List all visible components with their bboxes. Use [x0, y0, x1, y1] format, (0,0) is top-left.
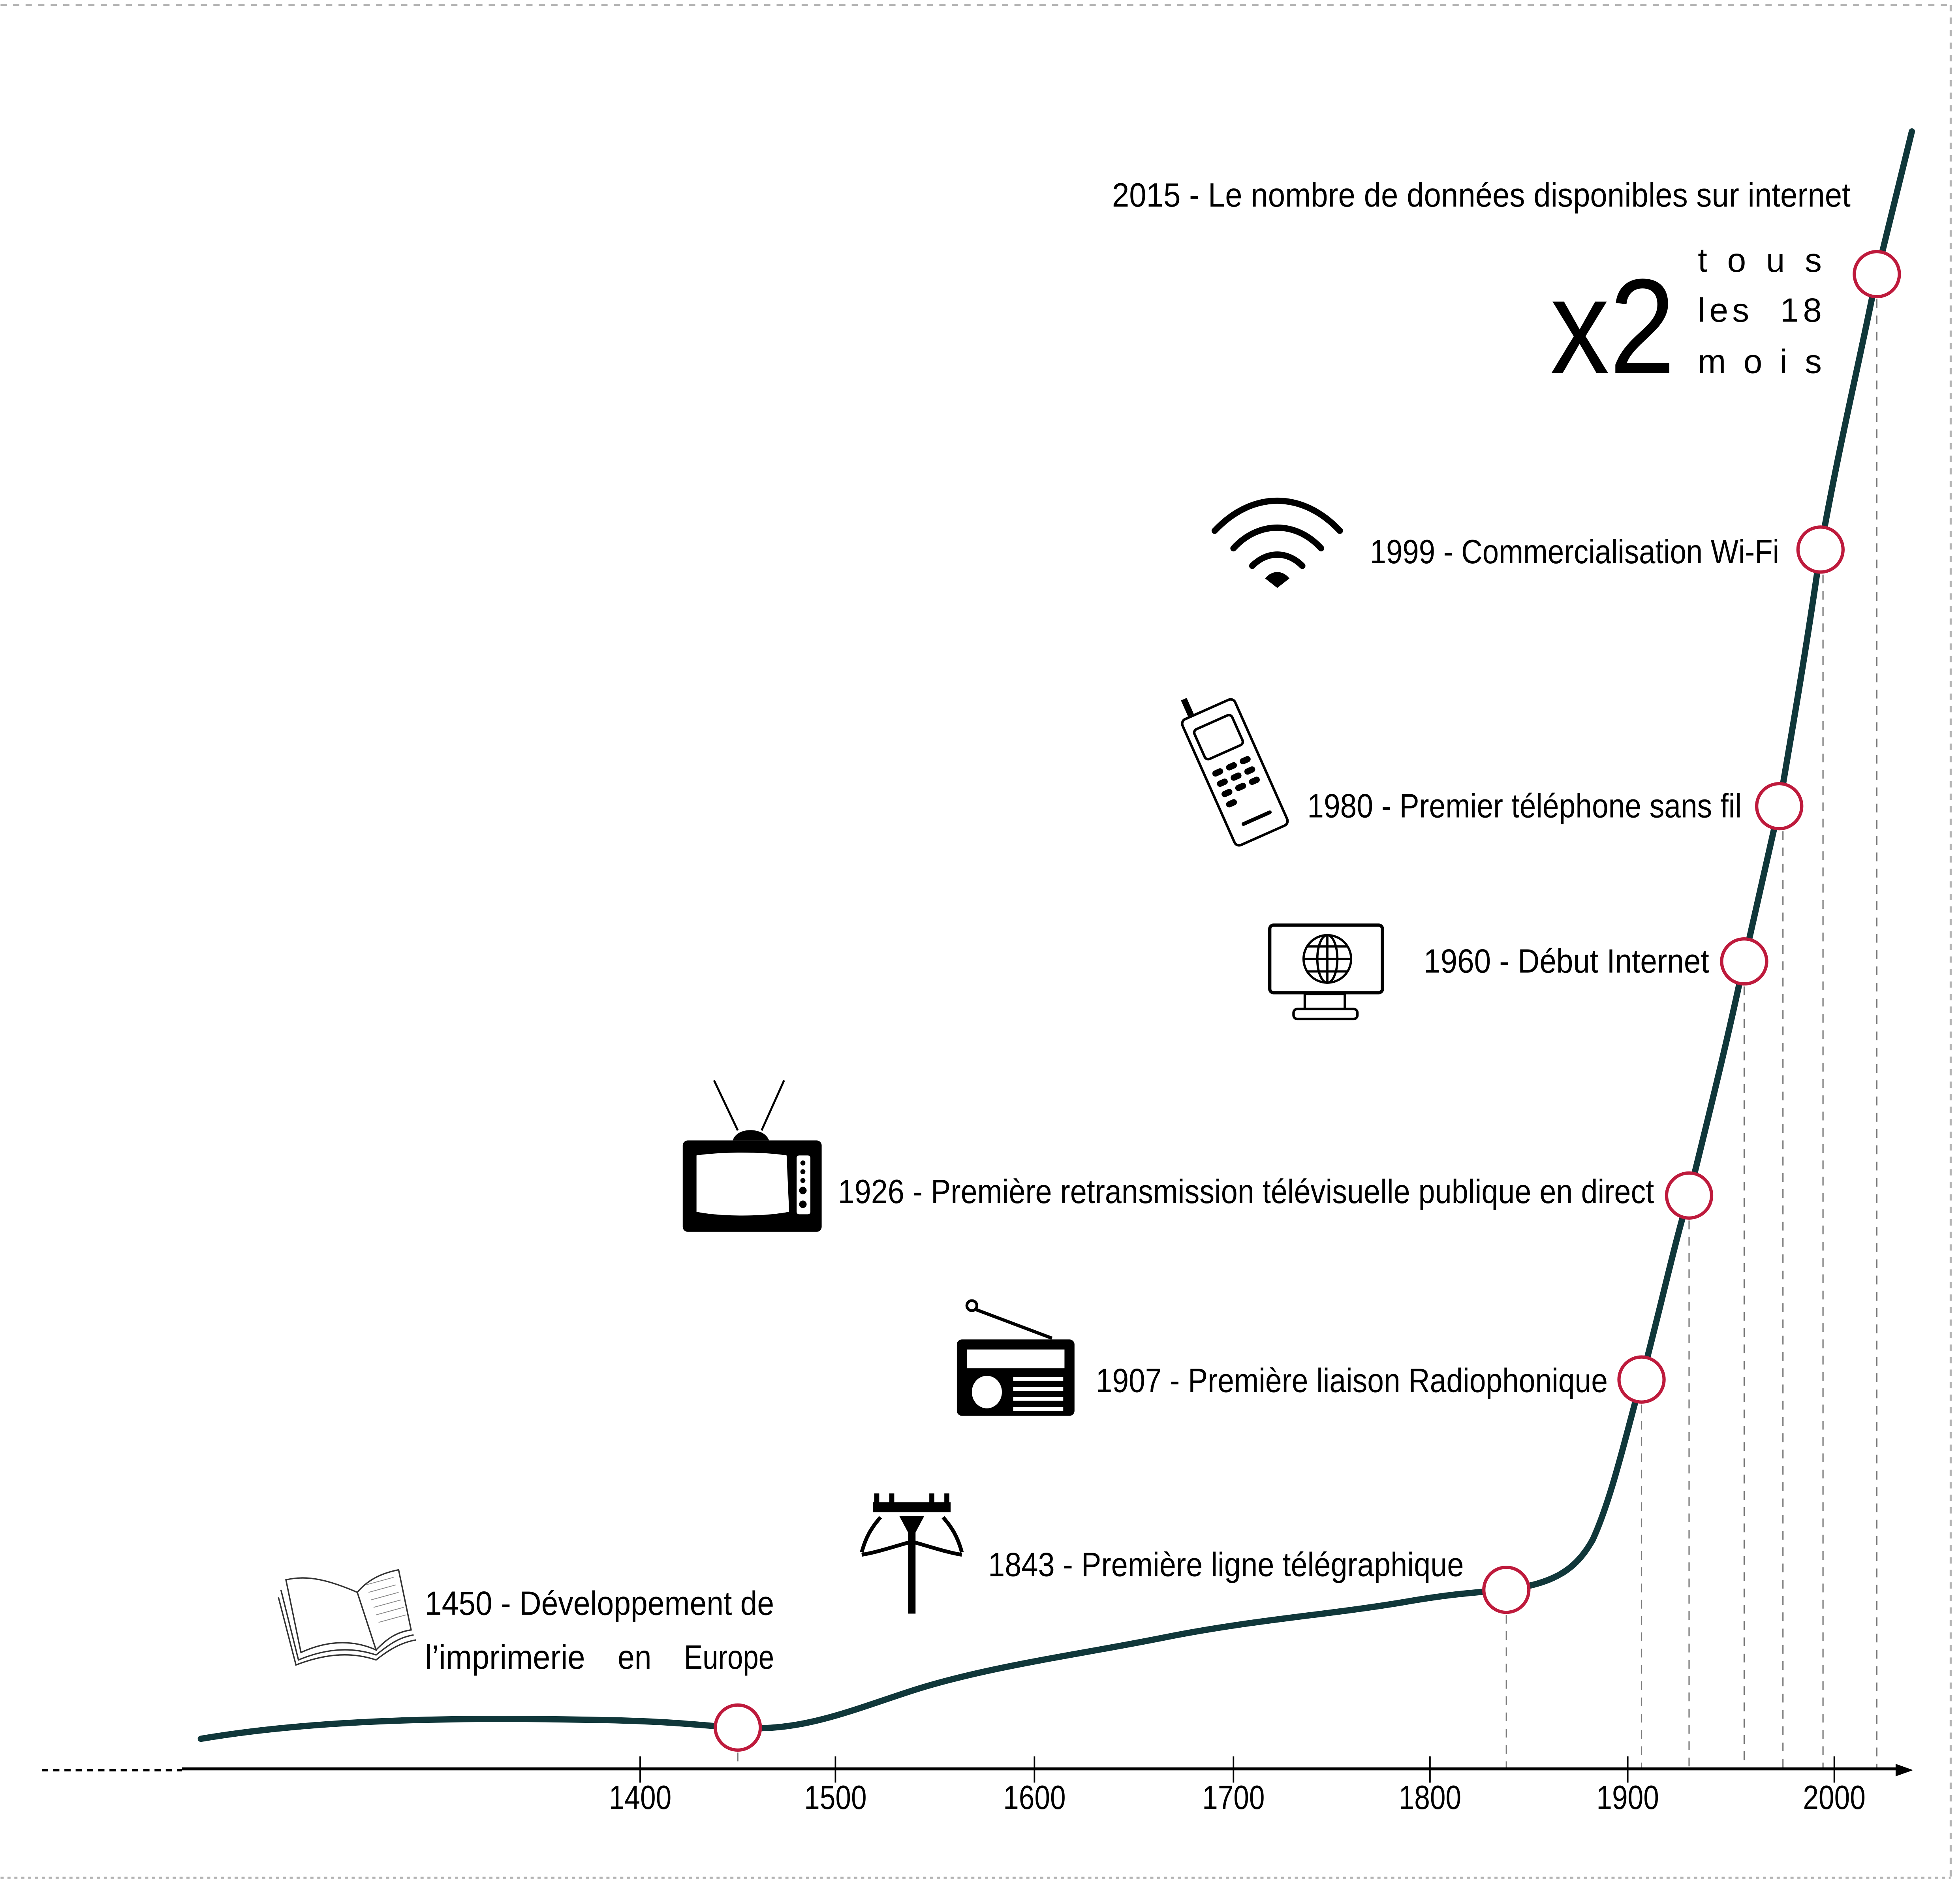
tick-label-1400: 1400: [609, 1779, 671, 1816]
x-axis: 1400 1500 1600 1700 1800 1900 2000: [42, 1756, 1913, 1816]
event-1450-label-word1: l’imprimerie: [425, 1639, 585, 1676]
radio-icon: [957, 1299, 1075, 1416]
wifi-icon: [1211, 498, 1343, 588]
event-1999: 1999 - Commercialisation Wi-Fi: [1211, 498, 1779, 588]
event-1907-label: 1907 - Première liaison Radiophonique: [1096, 1362, 1608, 1399]
event-1450-label-word2: en: [618, 1639, 652, 1676]
marker-1450[interactable]: [714, 1703, 762, 1752]
event-1926: 1926 - Première retransmission télévisue…: [682, 1080, 1654, 1232]
tick-label-2000: 2000: [1803, 1779, 1865, 1816]
event-1960: 1960 - Début Internet: [1268, 923, 1709, 1021]
curve-thin-start: [198, 1721, 376, 1741]
event-1999-label: 1999 - Commercialisation Wi-Fi: [1370, 533, 1779, 571]
tv-icon: [682, 1080, 822, 1232]
marker-2015[interactable]: [1853, 250, 1901, 299]
curve-thin-end: [1875, 131, 1913, 275]
globe-icon: [1302, 934, 1353, 984]
event-1843: 1843 - Première ligne télégraphique: [860, 1493, 1464, 1614]
marker-1843[interactable]: [1482, 1566, 1531, 1614]
event-1960-label: 1960 - Début Internet: [1424, 943, 1709, 980]
marker-1999[interactable]: [1796, 525, 1845, 574]
computer-globe-icon: [1268, 923, 1384, 1021]
doubling-factor: x2: [1550, 250, 1675, 402]
event-markers: [714, 250, 1901, 1752]
tick-label-1900: 1900: [1596, 1779, 1659, 1816]
event-1450-label-line1: 1450 - Développement de: [425, 1585, 774, 1623]
event-1907: 1907 - Première liaison Radiophonique: [957, 1299, 1608, 1416]
marker-1980[interactable]: [1755, 782, 1804, 831]
doubling-text-line2: les 18: [1698, 292, 1822, 329]
tick-label-1800: 1800: [1399, 1779, 1461, 1816]
event-2015-label: 2015 - Le nombre de données disponibles …: [1112, 177, 1851, 214]
telegraph-pole-icon: [860, 1493, 964, 1614]
tick-label-1700: 1700: [1202, 1779, 1265, 1816]
event-1450-label-word3: Europe: [684, 1639, 774, 1676]
mobile-phone-icon: [1181, 698, 1289, 847]
doubling-text-line3: m o i s: [1698, 343, 1822, 380]
marker-1907[interactable]: [1617, 1355, 1666, 1404]
event-2015: 2015 - Le nombre de données disponibles …: [1112, 177, 1851, 402]
book-icon: [278, 1569, 416, 1666]
axis-ticks: 1400 1500 1600 1700 1800 1900 2000: [609, 1756, 1866, 1816]
tick-label-1600: 1600: [1003, 1779, 1066, 1816]
event-1843-label: 1843 - Première ligne télégraphique: [988, 1546, 1464, 1583]
doubling-text-line1: t o u s: [1698, 242, 1822, 279]
axis-arrow-icon: [1895, 1764, 1913, 1777]
event-1980: 1980 - Premier téléphone sans fil: [1181, 698, 1742, 847]
marker-1960[interactable]: [1720, 937, 1768, 986]
tick-label-1500: 1500: [804, 1779, 866, 1816]
marker-1926[interactable]: [1665, 1171, 1714, 1220]
event-1980-label: 1980 - Premier téléphone sans fil: [1307, 788, 1742, 825]
event-1450: 1450 - Développement de l’imprimerie en …: [278, 1569, 774, 1676]
event-1926-label: 1926 - Première retransmission télévisue…: [838, 1173, 1654, 1211]
frame: [0, 4, 1952, 1879]
drop-lines: [737, 299, 1877, 1768]
